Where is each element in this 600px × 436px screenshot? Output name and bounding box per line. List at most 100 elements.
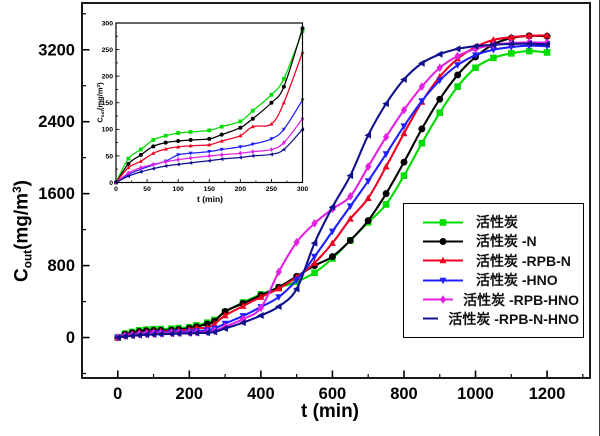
triangle-left-marker [167, 330, 175, 338]
diamond-marker [269, 147, 274, 153]
triangle-left-marker [310, 239, 318, 247]
square-marker [176, 131, 181, 135]
square-marker [490, 54, 497, 62]
square-marker [138, 147, 143, 152]
diamond-marker [163, 159, 168, 165]
triangle-up-marker [219, 138, 224, 143]
legend-label-ac-n: 活性炭 -N [476, 233, 537, 250]
triangle-down-marker [418, 98, 426, 105]
triangle-up-marker [382, 162, 390, 170]
triangle-left-marker [121, 332, 128, 340]
inset-y-tick-label: 0 [109, 180, 113, 187]
triangle-left-marker [364, 131, 372, 139]
diamond-marker [400, 105, 408, 115]
diamond-marker [188, 155, 193, 161]
triangle-down-marker [269, 137, 274, 142]
triangle-up-marker [489, 36, 497, 43]
triangle-left-marker [239, 319, 246, 327]
triangle-left-marker [207, 158, 211, 163]
triangle-down-marker [439, 277, 447, 284]
triangle-left-marker [281, 147, 286, 152]
circle-marker [219, 132, 224, 137]
triangle-left-marker [453, 45, 461, 53]
triangle-up-marker [250, 124, 255, 129]
x-axis-title: t (min) [300, 401, 360, 422]
legend-label-ac-rpb-hno: 活性炭 -RPB-HNO [463, 291, 579, 308]
inset-y-subscript: out [100, 109, 106, 118]
square-marker [418, 139, 426, 147]
legend-label-ac-rpb-n-hno: 活性炭 -RPB-N-HNO [448, 310, 579, 327]
inset-x-tick-label: 0 [114, 186, 118, 193]
triangle-up-marker [238, 133, 243, 138]
inset-curve-ac-rpb-hno [114, 116, 305, 185]
inset-x-tick-label: 100 [172, 186, 184, 193]
circle-marker [454, 71, 462, 79]
triangle-left-marker [210, 328, 218, 336]
circle-marker [238, 125, 243, 130]
inset-x-tick-label: 300 [297, 186, 309, 193]
inset-curve-ac [114, 29, 305, 185]
triangle-down-marker [328, 228, 336, 236]
square-marker [151, 138, 156, 142]
triangle-down-marker [275, 294, 283, 301]
legend-label-ac-rpb-n: 活性炭 -RPB-N [476, 252, 571, 269]
square-marker [400, 172, 408, 179]
legend-key-ac-n [423, 237, 463, 245]
legend-item-ac-rpb-n-hno: 活性炭 -RPB-N-HNO [420, 311, 579, 327]
y-tick-label: 2400 [38, 113, 75, 131]
triangle-left-marker [274, 303, 282, 310]
legend-label-ac: 活性炭 [476, 214, 518, 230]
triangle-up-marker [126, 165, 131, 170]
circle-marker [163, 140, 168, 145]
triangle-up-marker [400, 129, 408, 137]
triangle-up-marker [311, 259, 319, 266]
inset-y-unit: (mg/m [95, 87, 105, 110]
triangle-up-marker [275, 284, 283, 292]
circle-marker [436, 95, 444, 103]
triangle-left-marker [400, 75, 407, 83]
circle-marker [138, 152, 143, 157]
triangle-up-marker [346, 215, 354, 222]
legend-item-ac-rpb-n: 活性炭 -RPB-N [420, 253, 579, 269]
circle-marker [346, 236, 354, 244]
x-tick-label: 1000 [457, 385, 494, 403]
circle-marker [364, 217, 372, 225]
triangle-up-marker [328, 239, 336, 246]
triangle-down-marker [207, 150, 212, 154]
circle-marker [418, 125, 426, 133]
triangle-left-marker [128, 332, 135, 340]
triangle-left-marker [163, 164, 168, 169]
triangle-up-marker [138, 159, 143, 163]
circle-marker [281, 84, 286, 89]
triangle-left-marker [174, 330, 182, 338]
triangle-left-marker [188, 160, 193, 165]
square-marker [188, 130, 193, 134]
square-marker [382, 201, 390, 208]
diamond-marker [250, 149, 255, 155]
diamond-marker [275, 267, 282, 277]
diamond-marker [436, 63, 443, 73]
legend-key-ac-rpb-n [423, 256, 463, 264]
main-axes-ticks [82, 13, 584, 378]
inset-y-unit-close: ) [95, 82, 105, 85]
inset-y-tick-label: 150 [102, 100, 114, 107]
triangle-up-marker [221, 311, 229, 319]
triangle-down-marker [219, 147, 224, 152]
triangle-up-marker [151, 151, 156, 155]
circle-marker [269, 100, 274, 105]
triangle-left-marker [250, 153, 255, 158]
inset-y-tick-label: 300 [102, 20, 114, 27]
triangle-left-marker [151, 166, 155, 171]
triangle-left-marker [203, 329, 211, 337]
triangle-left-marker [113, 334, 121, 341]
triangle-down-marker [454, 62, 462, 69]
triangle-down-marker [472, 52, 479, 59]
circle-marker [221, 307, 229, 315]
diamond-marker [293, 237, 300, 247]
triangle-up-marker [269, 121, 274, 126]
y-tick-label: 3200 [38, 41, 75, 59]
y-tick-label: 1600 [38, 185, 75, 203]
triangle-up-marker [507, 33, 515, 40]
square-marker [281, 76, 286, 81]
